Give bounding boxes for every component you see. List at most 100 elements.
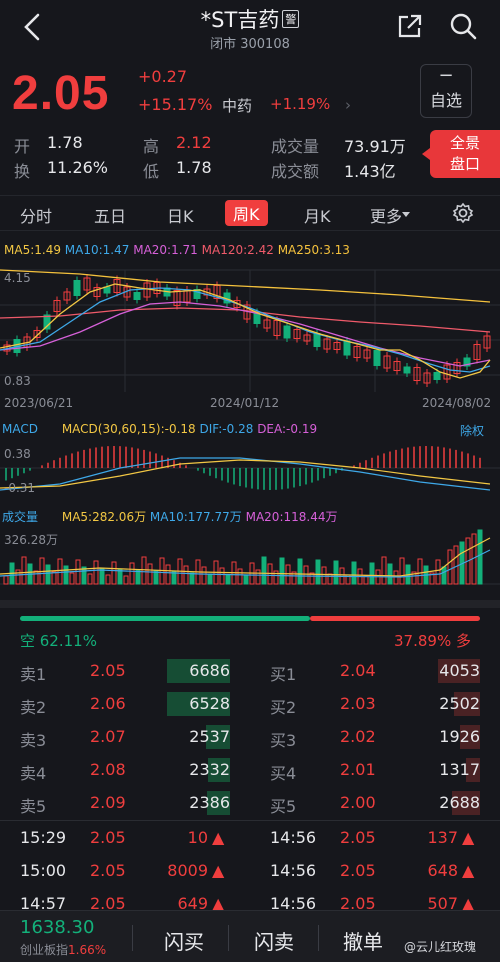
flash-buy-button[interactable]: 闪买 xyxy=(164,930,204,954)
bid-price: 2.00 xyxy=(340,793,376,812)
candle xyxy=(413,367,421,381)
macd-chart[interactable]: 0.38 -0.31 xyxy=(0,438,500,500)
volume-bar xyxy=(399,557,405,585)
volume-bar xyxy=(201,566,207,585)
tab-more[interactable]: 更多 xyxy=(370,207,403,226)
tab-daily-k[interactable]: 日K xyxy=(167,207,194,226)
index-info[interactable]: 创业板指1.66% xyxy=(20,941,106,958)
current-price: 2.05 xyxy=(12,67,110,120)
candle xyxy=(443,364,451,380)
volume-bar xyxy=(105,574,111,585)
volume-bar xyxy=(255,569,261,585)
volume-name[interactable]: 成交量 xyxy=(2,510,39,524)
volume-bar xyxy=(369,562,375,585)
ask-price: 2.06 xyxy=(90,694,126,713)
candle xyxy=(283,325,291,339)
ask-label: 卖4 xyxy=(20,764,47,783)
turnover-value: 11.26% xyxy=(47,158,109,177)
ask-depth-bar xyxy=(207,758,230,782)
bid-label: 买5 xyxy=(270,797,297,816)
candle xyxy=(273,320,281,336)
tab-weekly-k[interactable]: 周K xyxy=(225,200,268,226)
candle xyxy=(453,362,461,374)
volume-bar xyxy=(81,566,87,585)
high-label: 高 xyxy=(143,137,160,156)
sell-ratio-bar xyxy=(20,616,310,621)
share-icon[interactable] xyxy=(396,12,424,40)
volume-bar xyxy=(351,561,357,585)
tick-time: 15:29 xyxy=(20,828,67,847)
tick-price: 2.05 xyxy=(90,828,126,847)
ma10-label: MA10:1.47 xyxy=(64,243,130,257)
tick-volume: 649 xyxy=(177,894,208,913)
ask-volume: 6686 xyxy=(189,661,230,680)
candle xyxy=(433,372,441,380)
candle xyxy=(343,340,351,356)
volume-bar xyxy=(411,571,417,585)
index-value[interactable]: 1638.30 xyxy=(20,917,95,938)
ask-label: 卖1 xyxy=(20,665,47,684)
volume-bar xyxy=(207,573,213,585)
price-change: +0.27 xyxy=(138,67,188,86)
ma5-label: MA5:1.49 xyxy=(4,243,61,257)
ask-volume: 2332 xyxy=(189,760,230,779)
cancel-order-button[interactable]: 撤单 xyxy=(343,930,383,954)
tick-volume: 137 xyxy=(427,828,458,847)
low-value: 1.78 xyxy=(176,158,212,177)
kline-chart[interactable]: 4.15 0.83 2023/06/21 2024/01/12 2024/08/… xyxy=(0,262,500,412)
volume-bar xyxy=(63,565,69,585)
tab-monthly-k[interactable]: 月K xyxy=(304,207,331,226)
candle xyxy=(173,290,181,306)
sector-change-pct[interactable]: +1.19% xyxy=(270,95,331,113)
volume-bar xyxy=(453,545,459,585)
tick-price: 2.05 xyxy=(90,861,126,880)
candle xyxy=(463,357,471,367)
sector-name[interactable]: 中药 xyxy=(222,97,253,115)
flash-sell-button[interactable]: 闪卖 xyxy=(254,930,294,954)
bid-depth-bar xyxy=(438,659,480,683)
bid-price: 2.04 xyxy=(340,661,376,680)
bid-volume: 4053 xyxy=(439,661,480,680)
bid-price: 2.03 xyxy=(340,694,376,713)
open-value: 1.78 xyxy=(47,133,83,152)
candle xyxy=(333,342,341,350)
date-mid-label: 2024/01/12 xyxy=(210,396,279,410)
chevron-right-icon[interactable]: › xyxy=(345,96,351,114)
volume-bar xyxy=(21,556,27,585)
ask-price: 2.05 xyxy=(90,661,126,680)
bid-label: 买1 xyxy=(270,665,297,684)
index-pct: 1.66% xyxy=(68,943,107,957)
volume-bar xyxy=(165,564,171,585)
up-arrow-icon: ▲ xyxy=(462,894,475,913)
ask-price: 2.09 xyxy=(90,793,126,812)
volume-bar xyxy=(477,529,483,585)
volume-bar xyxy=(261,556,267,585)
bid-depth-bar xyxy=(459,725,480,749)
candle xyxy=(393,361,401,371)
candle xyxy=(263,319,271,329)
tab-five-day[interactable]: 五日 xyxy=(94,207,127,226)
candle xyxy=(323,338,331,350)
volume-bar xyxy=(243,575,249,585)
settings-icon[interactable] xyxy=(452,202,474,224)
tick-volume: 507 xyxy=(427,894,458,913)
high-value: 2.12 xyxy=(176,133,212,152)
macd-bottom-label: -0.31 xyxy=(4,481,35,495)
candle xyxy=(383,355,391,369)
volume-bar xyxy=(429,572,435,585)
macd-name[interactable]: MACD xyxy=(2,422,38,436)
tab-intraday[interactable]: 分时 xyxy=(20,207,53,226)
bid-price: 2.02 xyxy=(340,727,376,746)
back-icon[interactable] xyxy=(20,12,44,42)
volume-bar xyxy=(171,571,177,585)
volume-bar xyxy=(315,559,321,585)
volume-chart[interactable]: 326.28万 xyxy=(0,524,500,586)
add-watchlist-button[interactable]: − 自选 xyxy=(420,64,472,118)
ex-rights-button[interactable]: 除权 xyxy=(460,424,485,438)
panorama-button[interactable]: 全景 盘口 xyxy=(422,130,500,178)
bid-label: 买2 xyxy=(270,698,297,717)
volume-bar xyxy=(45,564,51,585)
bid-volume: 2502 xyxy=(439,694,480,713)
search-icon[interactable] xyxy=(448,11,478,41)
candle xyxy=(483,335,491,349)
